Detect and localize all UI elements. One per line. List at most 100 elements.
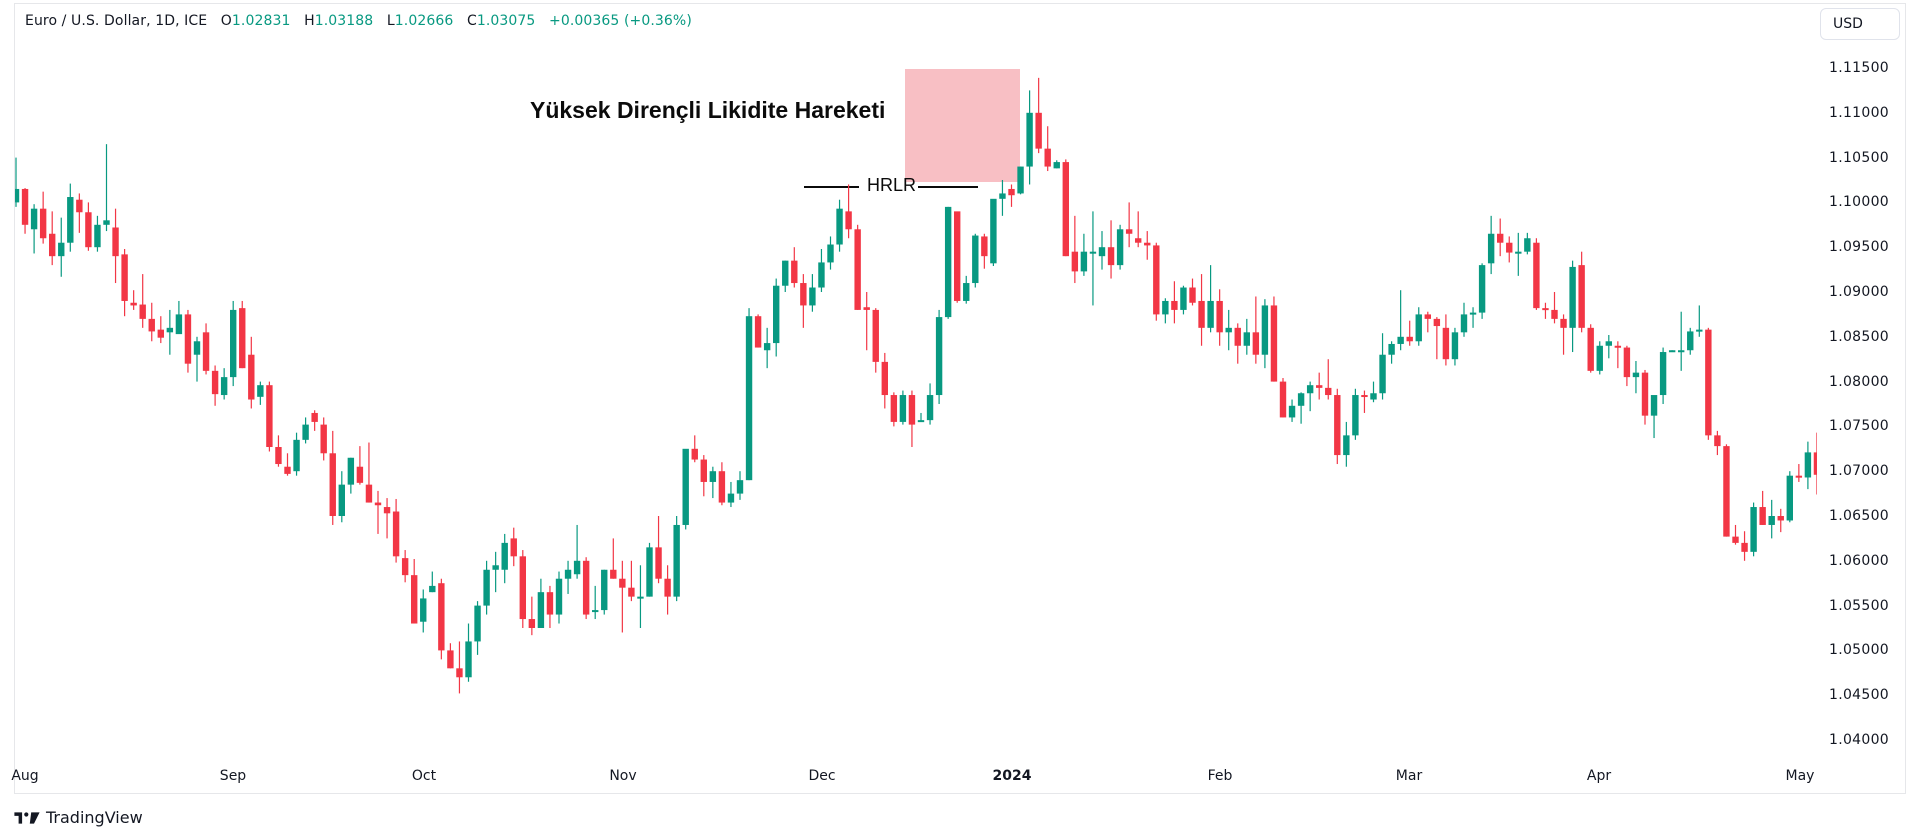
candle[interactable] xyxy=(239,300,246,369)
candle[interactable] xyxy=(202,323,210,375)
candle[interactable] xyxy=(908,390,916,448)
candle[interactable] xyxy=(1008,184,1015,207)
candle[interactable] xyxy=(148,302,155,342)
candle[interactable] xyxy=(438,578,445,660)
candle[interactable] xyxy=(365,442,373,503)
candle[interactable] xyxy=(1451,327,1459,366)
candle[interactable] xyxy=(854,224,861,310)
candle[interactable] xyxy=(1795,464,1803,482)
annotation-title[interactable]: Yüksek Dirençli Likidite Hareketi xyxy=(530,97,886,123)
symbol-title[interactable]: Euro / U.S. Dollar, 1D, ICE xyxy=(25,13,208,29)
candle[interactable] xyxy=(302,417,309,444)
candle[interactable] xyxy=(673,516,680,602)
candle[interactable] xyxy=(1804,441,1812,490)
candle[interactable] xyxy=(637,565,644,628)
candle[interactable] xyxy=(1469,307,1477,328)
candle[interactable] xyxy=(555,571,563,624)
candle[interactable] xyxy=(1768,499,1775,539)
candle[interactable] xyxy=(1632,360,1640,394)
candle[interactable] xyxy=(582,557,590,620)
candle[interactable] xyxy=(782,260,789,292)
candle[interactable] xyxy=(999,180,1006,216)
candle[interactable] xyxy=(1741,531,1748,561)
candle[interactable] xyxy=(1813,432,1817,495)
candle[interactable] xyxy=(1777,508,1784,533)
candle[interactable] xyxy=(990,198,997,267)
candle[interactable] xyxy=(1370,381,1377,403)
candle[interactable] xyxy=(1388,341,1395,364)
candle[interactable] xyxy=(809,274,816,312)
candle[interactable] xyxy=(257,381,264,405)
candle[interactable] xyxy=(736,471,744,500)
candle[interactable] xyxy=(1668,350,1676,353)
candle[interactable] xyxy=(1442,314,1450,366)
candle[interactable] xyxy=(1487,215,1495,275)
candle[interactable] xyxy=(1460,302,1468,337)
candle[interactable] xyxy=(1053,160,1060,169)
candle[interactable] xyxy=(329,430,336,525)
candle[interactable] xyxy=(411,559,418,624)
candle[interactable] xyxy=(944,206,952,319)
candle[interactable] xyxy=(592,585,599,620)
candle[interactable] xyxy=(1551,292,1558,324)
candle[interactable] xyxy=(420,589,427,633)
candle[interactable] xyxy=(1723,444,1730,537)
candle[interactable] xyxy=(926,383,934,425)
candle[interactable] xyxy=(157,316,164,344)
candle[interactable] xyxy=(193,336,201,382)
candle[interactable] xyxy=(1641,369,1649,425)
candle[interactable] xyxy=(447,643,454,669)
candle[interactable] xyxy=(112,208,119,284)
candle[interactable] xyxy=(1415,307,1422,346)
candle[interactable] xyxy=(1180,285,1187,315)
candle[interactable] xyxy=(429,571,436,593)
candle[interactable] xyxy=(1044,126,1051,172)
candle[interactable] xyxy=(800,274,807,328)
tradingview-brand[interactable]: TradingView xyxy=(14,808,143,827)
candle[interactable] xyxy=(1569,260,1576,353)
candle[interactable] xyxy=(1198,274,1205,346)
candle[interactable] xyxy=(1650,395,1658,439)
candle[interactable] xyxy=(347,457,355,494)
candle[interactable] xyxy=(1026,90,1033,185)
candle[interactable] xyxy=(601,569,608,615)
candle[interactable] xyxy=(1596,341,1603,375)
candle[interactable] xyxy=(610,538,617,579)
candle[interactable] xyxy=(564,560,572,594)
candle[interactable] xyxy=(1343,421,1350,467)
candle[interactable] xyxy=(845,184,852,239)
candle[interactable] xyxy=(1135,211,1142,248)
candle[interactable] xyxy=(266,381,273,452)
candle[interactable] xyxy=(248,336,255,409)
candle[interactable] xyxy=(1306,381,1314,412)
candle[interactable] xyxy=(401,550,409,583)
candle[interactable] xyxy=(646,542,653,597)
candle[interactable] xyxy=(1533,238,1540,310)
candle[interactable] xyxy=(1406,320,1413,346)
candle[interactable] xyxy=(954,211,961,303)
candle[interactable] xyxy=(1080,233,1088,276)
candle[interactable] xyxy=(691,435,698,463)
candle[interactable] xyxy=(1578,251,1585,333)
candle[interactable] xyxy=(1478,263,1486,319)
candle[interactable] xyxy=(1261,299,1269,369)
candle[interactable] xyxy=(1125,202,1133,248)
candle[interactable] xyxy=(573,524,581,579)
candle[interactable] xyxy=(21,188,29,234)
candle[interactable] xyxy=(1234,323,1241,364)
candle[interactable] xyxy=(456,641,463,694)
candle[interactable] xyxy=(881,352,888,409)
candle[interactable] xyxy=(709,466,717,499)
candle[interactable] xyxy=(49,211,56,266)
candle[interactable] xyxy=(1352,388,1359,440)
candle[interactable] xyxy=(392,498,400,563)
candle[interactable] xyxy=(1207,265,1214,333)
candle[interactable] xyxy=(30,204,38,254)
candle[interactable] xyxy=(1397,290,1404,351)
candle[interactable] xyxy=(1623,345,1631,387)
candle[interactable] xyxy=(718,462,726,506)
candle[interactable] xyxy=(1116,224,1124,270)
candle[interactable] xyxy=(818,248,825,292)
candle[interactable] xyxy=(474,601,481,655)
candle[interactable] xyxy=(899,390,907,425)
